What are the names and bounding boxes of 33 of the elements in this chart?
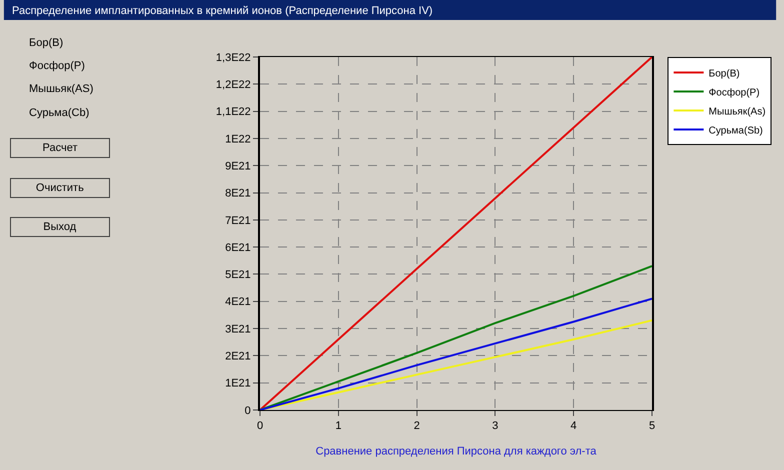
- y-tick-label: 3E21: [225, 323, 251, 336]
- x-tick-label: 0: [256, 420, 264, 432]
- x-tick-label: 2: [414, 420, 420, 432]
- y-tick-label: 4E21: [225, 296, 251, 308]
- text: Бор(В): [29, 37, 64, 49]
- legend-label: Фосфор(Р): [708, 87, 760, 98]
- legend-label: Сурьма(Sb): [708, 125, 763, 136]
- y-tick-label: 9E21: [225, 160, 251, 172]
- y-tick-label: 7E21: [225, 214, 251, 227]
- x-axis-title: Сравнение распределения Пирсона для каждого эл-та: [316, 445, 598, 458]
- y-tick-label: 1E21: [225, 378, 251, 390]
- text: Выход: [43, 221, 77, 233]
- y-tick-label: 0: [244, 404, 251, 417]
- legend-label: Бор(В): [708, 68, 740, 80]
- x-tick-label: 5: [648, 420, 656, 432]
- x-tick-label: 3: [492, 420, 498, 432]
- text: Очистить: [36, 182, 84, 194]
- y-tick-label: 1,1E22: [216, 106, 251, 118]
- y-tick-label: 5E21: [225, 269, 251, 282]
- y-tick-label: 1,3E22: [216, 52, 251, 64]
- y-tick-label: 2E21: [225, 350, 251, 363]
- y-tick-label: 8E21: [225, 188, 251, 200]
- text: Расчет: [42, 142, 78, 154]
- x-tick-label: 4: [570, 420, 577, 432]
- y-tick-label: 6E21: [225, 242, 251, 254]
- x-tick-label: 1: [335, 420, 342, 432]
- text: Фосфор(Р): [29, 60, 85, 72]
- legend-label: Мышьяк(As): [708, 106, 766, 118]
- text: Сурьма(Cb): [29, 107, 90, 119]
- y-tick-label: 1E22: [225, 133, 251, 146]
- chart-title: Распределение имплантированных в кремний ионов (Распределение Пирсона IV): [12, 4, 433, 17]
- text: Мышьяк(AS): [29, 83, 94, 95]
- y-tick-label: 1,2E22: [216, 79, 251, 91]
